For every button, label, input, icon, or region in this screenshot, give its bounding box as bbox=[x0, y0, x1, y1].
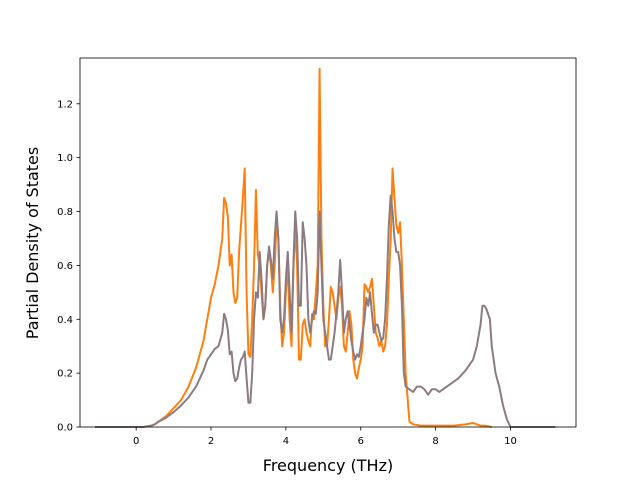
y-tick-label: 0.8 bbox=[57, 207, 73, 218]
series-line-2 bbox=[94, 194, 556, 428]
plot-frame bbox=[79, 57, 577, 428]
x-axis-label: Frequency (THz) bbox=[263, 456, 393, 475]
y-tick-label: 0.2 bbox=[57, 369, 73, 380]
x-tick-label: 6 bbox=[358, 436, 364, 447]
y-tick-label: 0.0 bbox=[57, 423, 73, 434]
x-tick-label: 4 bbox=[283, 436, 289, 447]
x-tick-label: 0 bbox=[133, 436, 139, 447]
y-axis: 0.0 0.2 0.4 0.6 0.8 1.0 1.2 bbox=[57, 99, 80, 434]
y-tick-label: 1.2 bbox=[57, 99, 73, 110]
x-tick-label: 10 bbox=[504, 436, 517, 447]
series-layer bbox=[94, 67, 556, 428]
y-tick-label: 0.4 bbox=[57, 315, 73, 326]
y-tick-label: 1.0 bbox=[57, 153, 73, 164]
y-tick-label: 0.6 bbox=[57, 261, 73, 272]
x-axis: 0 2 4 6 8 10 bbox=[133, 427, 517, 447]
x-tick-label: 2 bbox=[208, 436, 214, 447]
x-tick-label: 8 bbox=[432, 436, 438, 447]
series-line-1 bbox=[94, 67, 492, 428]
y-axis-label: Partial Density of States bbox=[23, 147, 42, 339]
